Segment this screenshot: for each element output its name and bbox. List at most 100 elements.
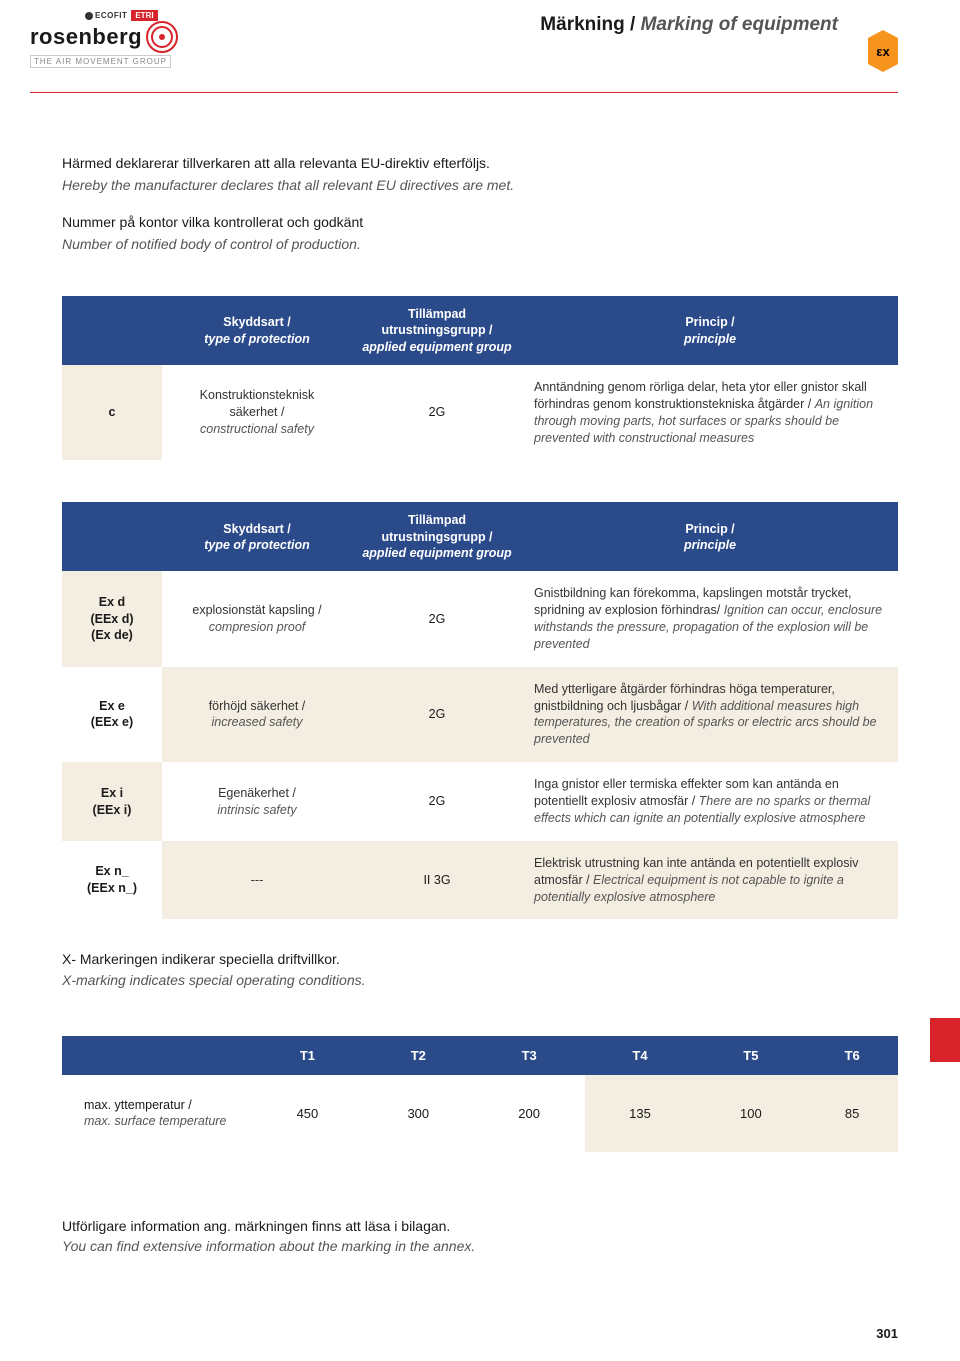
cell-code: Ex e(EEx e) [62,667,162,763]
cell-group: 2G [352,762,522,841]
cell-principle: Gnistbildning kan förekomma, kapslingen … [522,571,898,667]
intro-line3: Nummer på kontor vilka kontrollerat och … [62,212,898,232]
ex-hex-icon: εx [868,38,898,64]
rowlabel-sv: max. yttemperatur / [84,1098,192,1112]
th-grp-sv: Tillämpad utrustningsgrupp / [381,513,492,543]
logo-sub-brands: ECOFIT ETRI [85,10,158,21]
th-temp: T6 [806,1036,898,1075]
th-temp: T3 [474,1036,585,1075]
content: Härmed deklarerar tillverkaren att alla … [0,153,960,1256]
bottom-note: Utförligare information ang. märkningen … [62,1216,898,1257]
th-temp: T1 [252,1036,363,1075]
cell-value: 450 [252,1075,363,1152]
th-princ-en: principle [684,538,736,552]
intro-block2: Nummer på kontor vilka kontrollerat och … [62,212,898,255]
table-row: Ex d(EEx d)(Ex de)explosionstät kapsling… [62,571,898,667]
title-en: Marking of equipment [641,14,838,35]
cell-value: 85 [806,1075,898,1152]
intro-line2: Hereby the manufacturer declares that al… [62,175,898,195]
th-grp-en: applied equipment group [362,546,511,560]
page-title-block: Märkning / Marking of equipment [540,10,898,36]
th-princ-en: principle [684,332,736,346]
ex-label: εx [876,44,889,59]
rosenberg-logo-row: rosenberg [30,21,178,53]
th-temp: T2 [363,1036,474,1075]
cell-code: Ex n_(EEx n_) [62,841,162,920]
protection-table-2: Skyddsart / type of protection Tillämpad… [62,502,898,919]
intro-line1: Härmed deklarerar tillverkaren att alla … [62,153,898,173]
etri-label: ETRI [131,10,157,21]
temperature-table: T1T2T3T4T5T6 max. yttemperatur / max. su… [62,1036,898,1152]
cell-value: 100 [695,1075,806,1152]
cell-group: 2G [352,365,522,461]
page-number: 301 [876,1326,898,1341]
table-row: Ex n_(EEx n_)---II 3GElektrisk utrustnin… [62,841,898,920]
th-princ-sv: Princip / [685,522,734,536]
logo-block: ECOFIT ETRI rosenberg THE AIR MOVEMENT G… [30,10,178,68]
th-grp-en: applied equipment group [362,340,511,354]
th-blank [62,1036,252,1075]
cell-code: Ex i(EEx i) [62,762,162,841]
th-prot-en: type of protection [204,538,310,552]
th-principle: Princip / principle [522,502,898,571]
ecofit-label: ECOFIT [85,11,127,20]
header-rule [30,92,898,93]
th-prot-en: type of protection [204,332,310,346]
rowlabel-en: max. surface temperature [84,1114,226,1128]
th-temp: T4 [585,1036,696,1075]
tagline: THE AIR MOVEMENT GROUP [30,55,171,68]
bottomnote-en: You can find extensive information about… [62,1236,898,1256]
cell-value: 200 [474,1075,585,1152]
rosenberg-wordmark: rosenberg [30,24,142,50]
side-tab-icon [930,1018,960,1062]
ex-badge: εx [868,38,898,64]
th-grp-sv: Tillämpad utrustningsgrupp / [381,307,492,337]
x-note: X- Markeringen indikerar speciella drift… [62,949,898,990]
th-prot-sv: Skyddsart / [223,315,290,329]
table-row: c Konstruktionsteknisk säkerhet / constr… [62,365,898,461]
th-blank [62,502,162,571]
temperature-table-wrap: T1T2T3T4T5T6 max. yttemperatur / max. su… [62,1036,898,1152]
th-group: Tillämpad utrustningsgrupp / applied equ… [352,502,522,571]
th-temp: T5 [695,1036,806,1075]
prot-sv: Konstruktionsteknisk säkerhet / [200,388,315,419]
table-row: max. yttemperatur / max. surface tempera… [62,1075,898,1152]
cell-value: 300 [363,1075,474,1152]
cell-principle: Med ytterligare åtgärder förhindras höga… [522,667,898,763]
page-title: Märkning / Marking of equipment [540,14,838,36]
th-prot-sv: Skyddsart / [223,522,290,536]
rosenberg-icon [146,21,178,53]
cell-principle: Anntändning genom rörliga delar, heta yt… [522,365,898,461]
th-blank [62,296,162,365]
th-protection: Skyddsart / type of protection [162,502,352,571]
cell-code: c [62,365,162,461]
bottomnote-sv: Utförligare information ang. märkningen … [62,1216,898,1236]
page-header: ECOFIT ETRI rosenberg THE AIR MOVEMENT G… [0,0,960,68]
xnote-en: X-marking indicates special operating co… [62,970,898,990]
cell-protection: förhöjd säkerhet /increased safety [162,667,352,763]
th-principle: Princip / principle [522,296,898,365]
prot-en: constructional safety [200,422,314,436]
cell-group: 2G [352,571,522,667]
table-row: Ex i(EEx i)Egenäkerhet /intrinsic safety… [62,762,898,841]
title-sv: Märkning / [540,14,640,35]
cell-group: II 3G [352,841,522,920]
cell-group: 2G [352,667,522,763]
th-princ-sv: Princip / [685,315,734,329]
xnote-sv: X- Markeringen indikerar speciella drift… [62,949,898,969]
cell-value: 135 [585,1075,696,1152]
protection-table-1: Skyddsart / type of protection Tillämpad… [62,296,898,460]
cell-principle: Inga gnistor eller termiska effekter som… [522,762,898,841]
cell-protection: Egenäkerhet /intrinsic safety [162,762,352,841]
th-group: Tillämpad utrustningsgrupp / applied equ… [352,296,522,365]
intro-block: Härmed deklarerar tillverkaren att alla … [62,153,898,254]
cell-protection: Konstruktionsteknisk säkerhet / construc… [162,365,352,461]
cell-code: Ex d(EEx d)(Ex de) [62,571,162,667]
row-label: max. yttemperatur / max. surface tempera… [62,1075,252,1152]
table-row: Ex e(EEx e)förhöjd säkerhet /increased s… [62,667,898,763]
cell-protection: explosionstät kapsling /compresion proof [162,571,352,667]
th-protection: Skyddsart / type of protection [162,296,352,365]
cell-protection: --- [162,841,352,920]
cell-principle: Elektrisk utrustning kan inte antända en… [522,841,898,920]
intro-line4: Number of notified body of control of pr… [62,234,898,254]
